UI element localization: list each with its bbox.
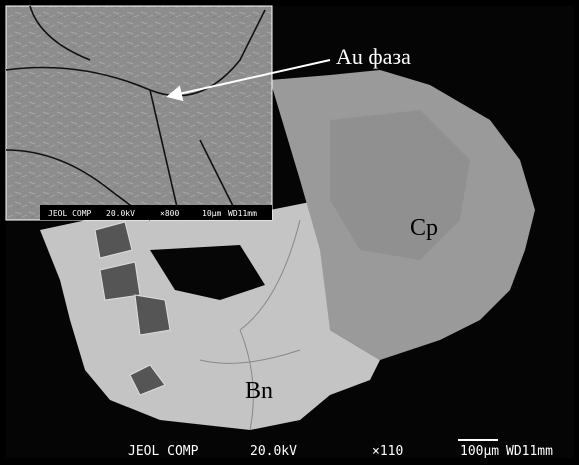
sem-image: JEOL COMP 20.0kV ×800 10µm WD11mm Au фаз…: [0, 0, 579, 465]
inclusion: [135, 295, 170, 335]
inset-info: 10µm: [202, 209, 221, 218]
info: JEOL COMP: [128, 444, 199, 459]
inset-info: JEOL COMP: [48, 209, 92, 218]
inset-info: ×800: [160, 209, 179, 218]
info: 100µm: [460, 444, 499, 459]
bn-label: Bn: [245, 378, 273, 404]
phase-label: Au фаза: [336, 44, 411, 69]
inset-image: [6, 6, 272, 220]
info: WD11mm: [506, 444, 553, 459]
info: 20.0kV: [250, 444, 297, 459]
info: ×110: [372, 444, 403, 459]
cp-label: Cp: [410, 215, 438, 241]
inset-info: 20.0kV: [106, 209, 135, 218]
inset-info: WD11mm: [228, 209, 257, 218]
